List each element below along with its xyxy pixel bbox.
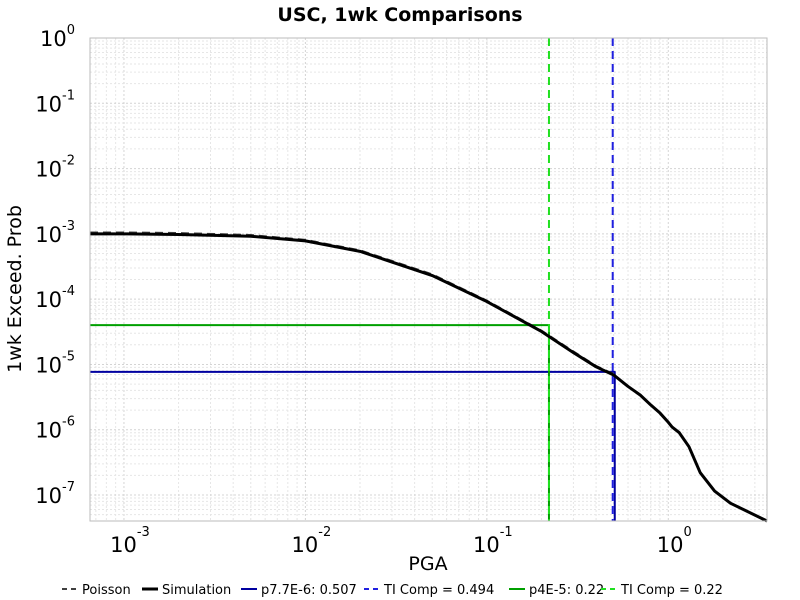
series-line-1 [90,232,768,523]
x-tick-base: 10 [110,533,137,557]
y-tick-exp: -7 [62,480,75,495]
y-tick-label: 10-7 [35,480,75,508]
y-axis-label: 1wk Exceed. Prob [4,205,26,373]
y-tick-label: 10-2 [35,154,75,182]
y-tick-label: 100 [40,23,75,51]
y-tick-base: 10 [40,27,67,51]
y-tick-label: 10-4 [35,284,75,312]
x-tick-label: 100 [657,525,692,557]
grid [90,37,767,522]
legend-label-5: TI Comp = 0.22 [620,583,723,598]
x-tick-exp: -1 [500,525,513,540]
y-tick-label: 10-5 [35,349,75,377]
y-tick-exp: -3 [62,219,75,234]
x-tick-label: 10-3 [110,525,150,557]
y-tick-exp: -4 [62,284,75,299]
x-tick-exp: -2 [318,525,331,540]
series-layer [90,38,768,523]
y-tick-base: 10 [35,223,62,247]
y-tick-base: 10 [35,92,62,116]
legend-label-2: p7.7E-6: 0.507 [261,583,357,598]
y-tick-exp: -2 [62,154,75,169]
legend-label-0: Poisson [82,583,131,598]
y-tick-label: 10-3 [35,219,75,247]
chart-title: USC, 1wk Comparisons [277,4,522,26]
x-tick-base: 10 [473,533,500,557]
y-tick-base: 10 [35,288,62,312]
y-tick-exp: -1 [62,88,75,103]
x-tick-base: 10 [292,533,319,557]
y-tick-exp: -5 [62,349,75,364]
legend: Poisson Simulation p7.7E-6: 0.507 TI Comp =… [62,583,723,598]
y-tick-base: 10 [35,484,62,508]
y-tick-base: 10 [35,158,62,182]
x-tick-label: 10-1 [473,525,513,557]
x-tick-label: 10-2 [292,525,332,557]
x-axis-label: PGA [408,553,447,575]
x-tick-exp: 0 [684,525,692,540]
y-tick-label: 10-6 [35,415,75,443]
series-line-2 [90,370,616,521]
x-tick-base: 10 [657,533,684,557]
legend-label-4: p4E-5: 0.22 [529,583,604,598]
y-tick-base: 10 [35,419,62,443]
y-tick-exp: 0 [67,23,75,38]
y-tick-base: 10 [35,353,62,377]
y-tick-label: 10-1 [35,88,75,116]
y-tick-exp: -6 [62,415,75,430]
legend-label-1: Simulation [162,583,231,598]
plot-border [89,37,768,522]
x-tick-exp: -3 [137,525,150,540]
legend-label-3: TI Comp = 0.494 [383,583,494,598]
